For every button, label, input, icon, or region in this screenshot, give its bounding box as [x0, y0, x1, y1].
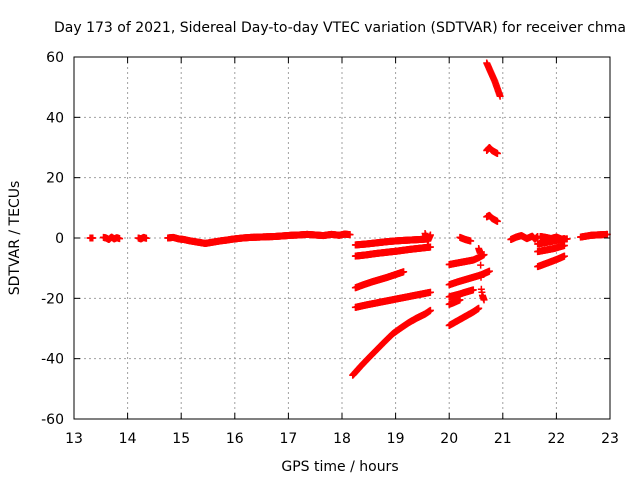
series-high-blob-29	[483, 144, 501, 158]
x-tick-label: 23	[601, 431, 619, 447]
series-cluster-22-b	[534, 242, 568, 256]
x-axis-label: GPS time / hours	[281, 459, 398, 475]
series-column-20.55	[475, 245, 488, 304]
data-point	[467, 237, 475, 245]
data-point	[496, 92, 504, 100]
series-flat-c	[134, 233, 150, 243]
x-tick-label: 22	[547, 431, 565, 447]
data-point	[400, 268, 408, 276]
y-tick-label: -40	[41, 352, 64, 368]
data-point	[485, 267, 493, 275]
data-point	[480, 296, 488, 304]
series-blob-20.2	[456, 233, 475, 245]
x-tick-label: 17	[279, 431, 297, 447]
data-point	[426, 231, 434, 239]
y-tick-label: 60	[46, 50, 64, 66]
series-near-zero-21	[507, 232, 542, 244]
x-tick-label: 14	[119, 431, 137, 447]
series-blob-7	[483, 211, 501, 225]
data-point	[426, 288, 434, 296]
series-band-minus-16	[351, 268, 408, 292]
data-points	[86, 59, 611, 379]
data-point	[560, 235, 568, 243]
series-right-minus-19	[445, 286, 477, 301]
series-band-minus-5	[351, 243, 434, 260]
x-tick-label: 13	[65, 431, 83, 447]
series-tail-22.5	[577, 230, 611, 241]
y-tick-label: -20	[41, 291, 64, 307]
series-flat-b	[99, 233, 124, 244]
series-band-near-zero	[351, 235, 432, 249]
series-high-streak	[483, 59, 504, 100]
data-point	[477, 261, 485, 269]
axis-ticks: 13 14 15 16 17 18 19 20 21 22 23 -60 -40 -20 0 20 40 60	[41, 50, 619, 447]
data-point	[475, 304, 483, 312]
series-band-minus-22	[351, 288, 434, 311]
series-cluster-22-c	[534, 235, 568, 248]
data-point	[89, 234, 97, 242]
data-point	[477, 273, 485, 281]
data-point	[469, 286, 477, 294]
data-point	[560, 242, 568, 250]
x-tick-label: 20	[440, 431, 458, 447]
y-tick-label: 0	[55, 231, 64, 247]
x-tick-label: 18	[333, 431, 351, 447]
data-point	[142, 234, 150, 242]
data-point	[426, 306, 434, 314]
series-flat-a	[86, 234, 97, 242]
series-steep-rise	[349, 306, 434, 379]
x-tick-label: 19	[387, 431, 405, 447]
series-right-minus-8	[445, 251, 488, 269]
y-tick-label: -60	[41, 412, 64, 428]
series-right-minus-27	[445, 304, 483, 329]
x-tick-label: 15	[172, 431, 190, 447]
x-tick-label: 21	[494, 431, 512, 447]
series-right-minus-21	[445, 296, 464, 308]
series-cluster-22-a	[534, 252, 568, 271]
data-point	[480, 251, 488, 259]
data-point	[476, 249, 484, 257]
data-point	[456, 296, 464, 304]
data-point	[346, 231, 354, 239]
y-axis-label: SDTVAR / TECUs	[7, 181, 23, 296]
data-point	[426, 243, 434, 251]
data-point	[560, 252, 568, 260]
data-point	[493, 150, 501, 158]
y-tick-label: 40	[46, 110, 64, 126]
data-point	[493, 217, 501, 225]
series-dip-19.6	[421, 229, 434, 245]
series-right-minus-14	[445, 267, 493, 289]
chart-title: Day 173 of 2021, Sidereal Day-to-day VTE…	[54, 20, 626, 36]
series-main-band	[164, 230, 354, 247]
y-tick-label: 20	[46, 171, 64, 187]
data-point	[116, 235, 124, 243]
x-tick-label: 16	[226, 431, 244, 447]
